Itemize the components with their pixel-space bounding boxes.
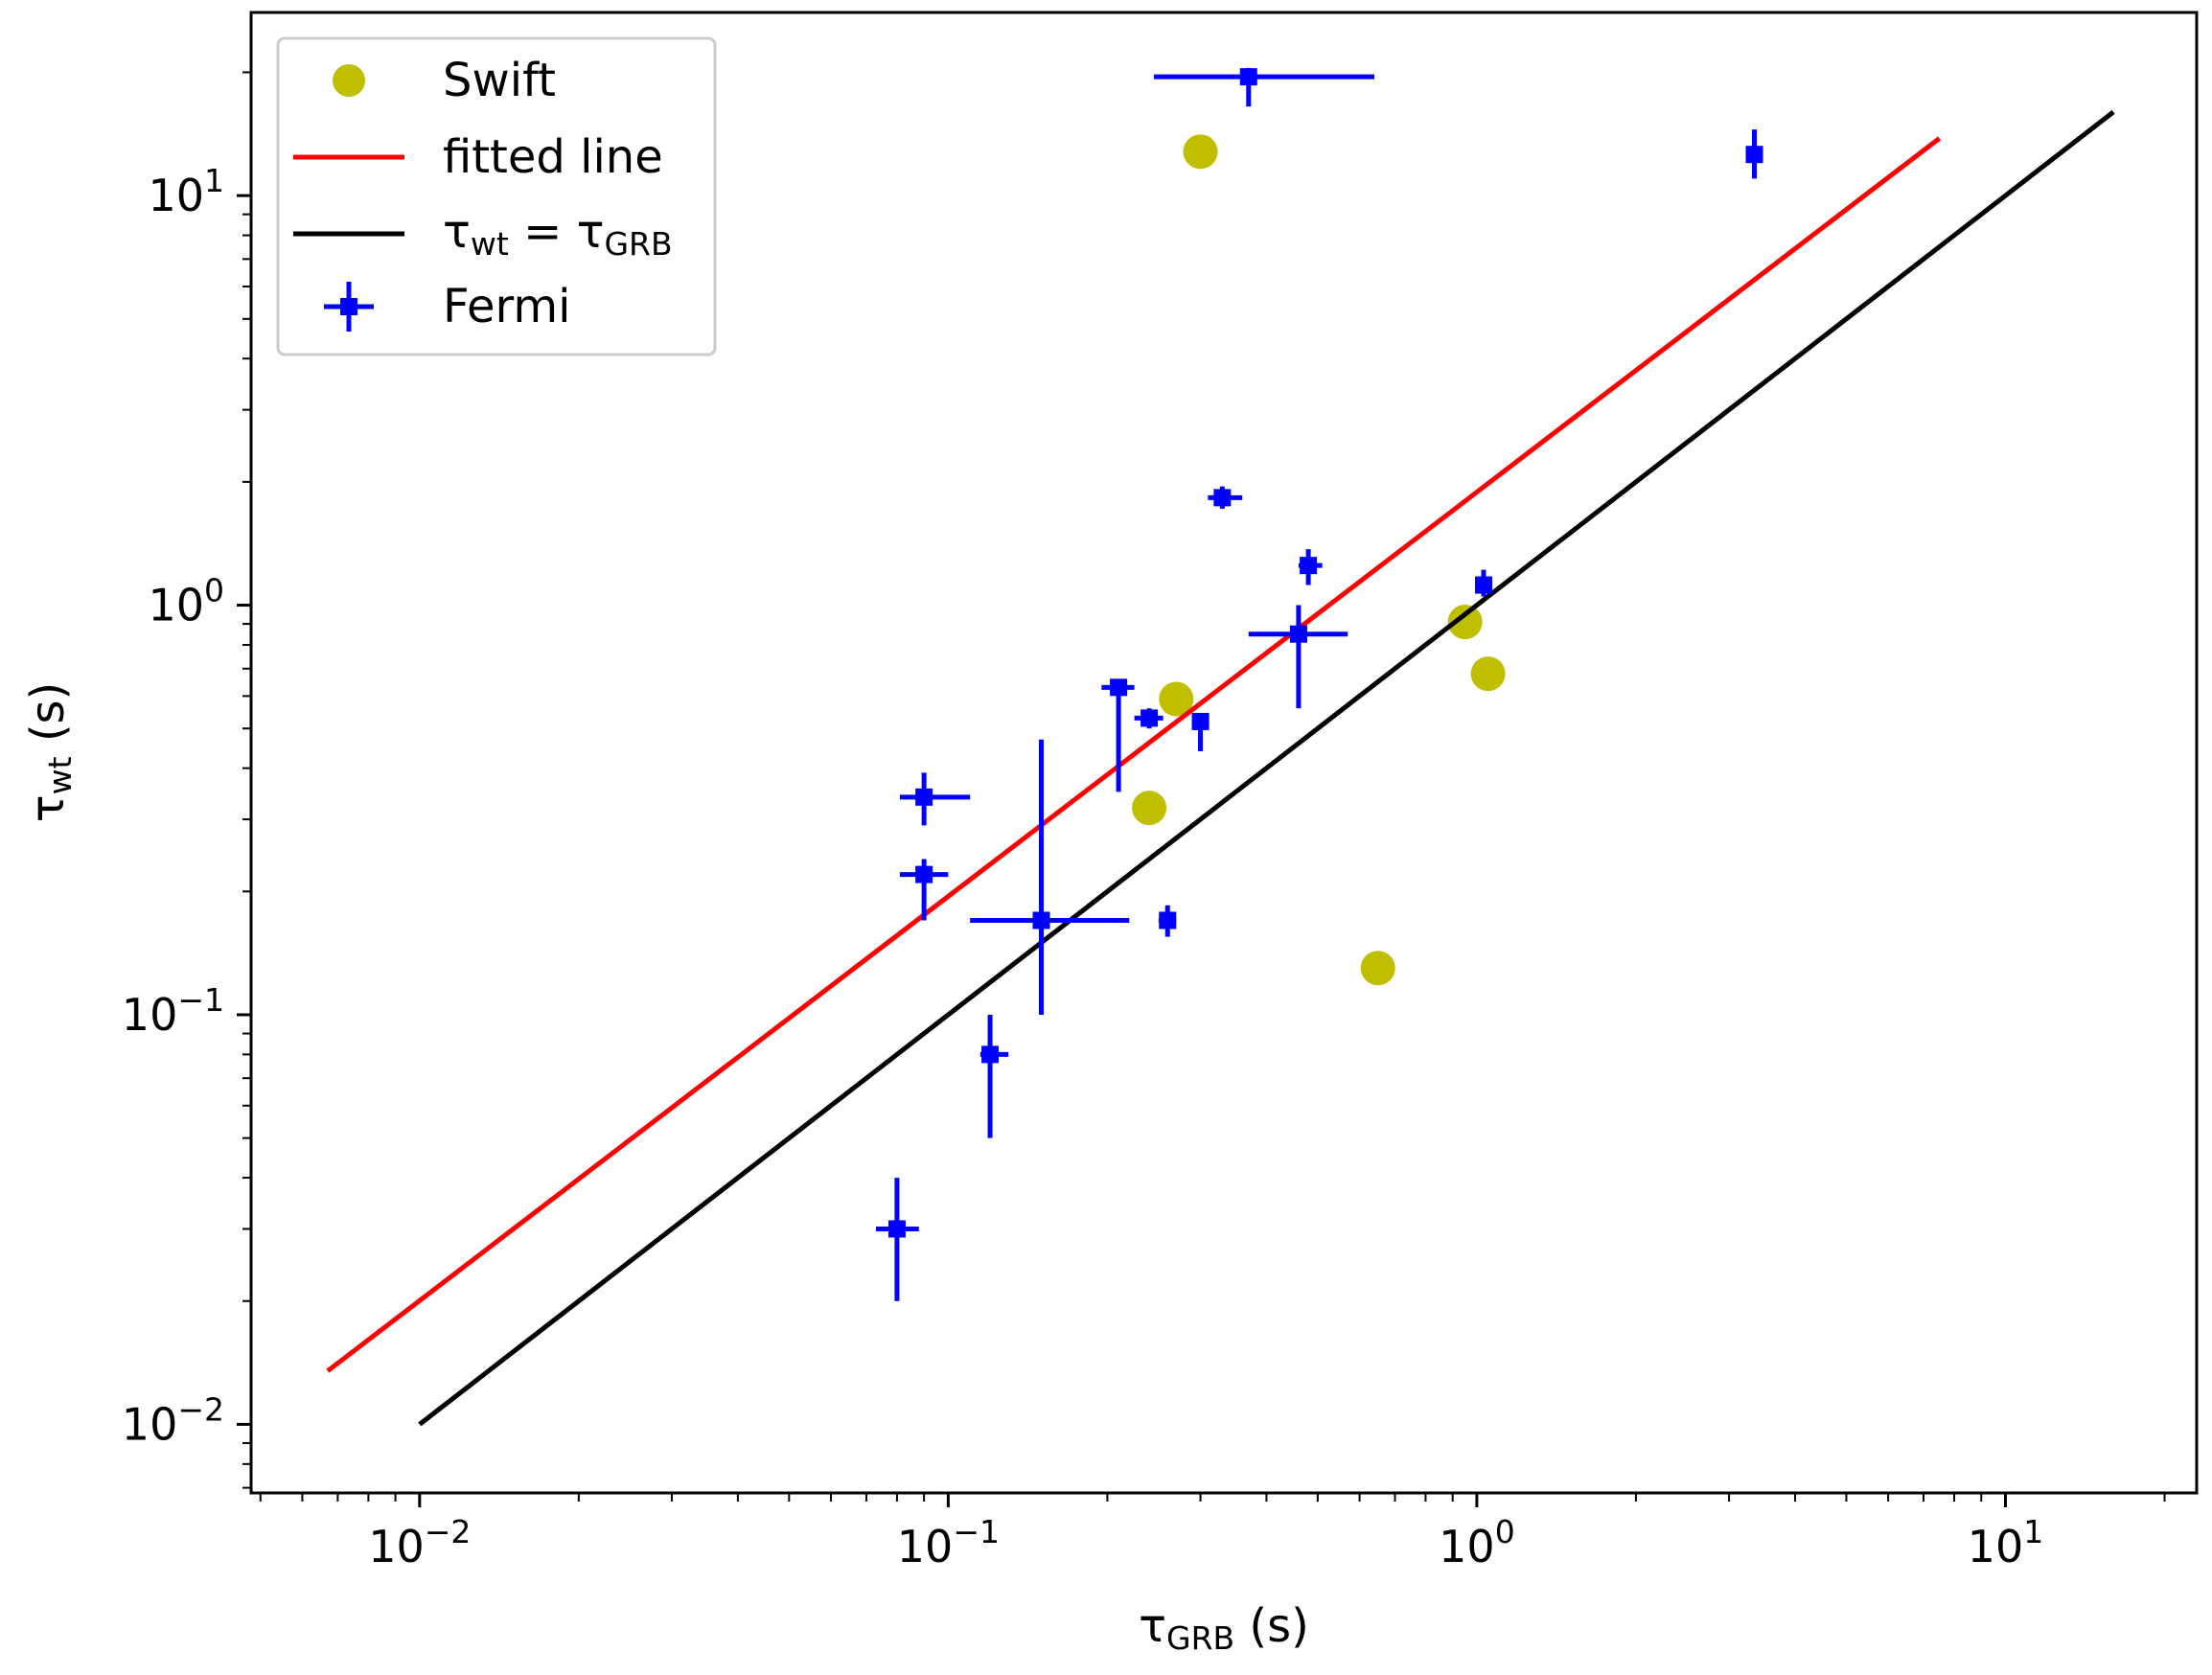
x-tick-label: 10−2 xyxy=(368,1513,471,1572)
fermi-marker xyxy=(1191,712,1210,730)
fermi-marker xyxy=(1745,146,1763,164)
fitted-series-line xyxy=(326,136,1942,1373)
fermi-marker xyxy=(1239,68,1257,86)
legend-item-fermi: Fermi xyxy=(324,280,571,333)
fermi-point xyxy=(1158,905,1177,937)
fermi-point xyxy=(1475,569,1493,597)
fermi-point xyxy=(979,1014,1009,1138)
fermi-marker xyxy=(1289,625,1307,643)
legend-item-swift: Swift xyxy=(333,54,556,107)
axes: 10−2 10−1 100 101 10−2 10−1 100 101 xyxy=(122,71,2166,1572)
legend: Swift fitted line τwt = τGRB Fermi xyxy=(276,36,717,356)
legend-identity-line-label: τwt = τGRB xyxy=(443,205,673,263)
fermi-marker xyxy=(1213,489,1232,507)
plot-frame xyxy=(249,11,2199,1495)
x-axis-label: τGRB (s) xyxy=(1139,1599,1309,1657)
fermi-point xyxy=(1248,605,1348,709)
fermi-marker xyxy=(981,1045,1000,1064)
fermi-marker xyxy=(915,788,933,806)
fermi-marker xyxy=(1159,911,1177,929)
swift-point xyxy=(1159,681,1194,717)
y-tick-label: 100 xyxy=(148,572,224,631)
fermi-point xyxy=(970,739,1130,1015)
fermi-point xyxy=(1134,708,1164,729)
y-tick-label: 10−2 xyxy=(122,1390,224,1450)
fermi-marker xyxy=(915,865,933,883)
fermi-point xyxy=(1298,549,1323,585)
fermi-point xyxy=(899,772,971,826)
x-tick-label: 10−1 xyxy=(897,1513,1000,1572)
legend-fitted-line-label: fitted line xyxy=(443,130,663,184)
swift-point xyxy=(1447,605,1483,640)
legend-fermi-label: Fermi xyxy=(443,280,571,333)
x-tick-label: 100 xyxy=(1439,1513,1515,1572)
fermi-marker xyxy=(1141,709,1159,727)
plot-data xyxy=(326,67,2115,1427)
y-axis-label: τwt (s) xyxy=(21,682,79,823)
y-tick-label: 101 xyxy=(148,162,224,221)
fermi-point xyxy=(1101,678,1135,792)
legend-swift-marker xyxy=(333,64,365,97)
identity-series-line xyxy=(418,109,2115,1427)
swift-point xyxy=(1132,791,1167,826)
legend-item-identity-line: τwt = τGRB xyxy=(293,205,673,263)
fermi-point xyxy=(1745,129,1763,179)
y-tick-label: 10−1 xyxy=(122,981,224,1041)
swift-point xyxy=(1470,656,1506,692)
fermi-point xyxy=(875,1178,919,1301)
fermi-point xyxy=(1191,712,1210,751)
legend-box xyxy=(276,36,717,356)
fermi-point xyxy=(1208,486,1243,509)
x-tick-label: 101 xyxy=(1968,1513,2044,1572)
swift-point xyxy=(1183,134,1218,170)
fermi-marker xyxy=(1300,557,1318,575)
fermi-marker xyxy=(1032,911,1050,929)
legend-item-fitted-line: fitted line xyxy=(293,130,663,184)
fermi-marker xyxy=(1110,678,1128,697)
fermi-point xyxy=(1154,67,1375,107)
fermi-marker xyxy=(887,1220,906,1238)
legend-swift-label: Swift xyxy=(443,54,556,107)
fermi-marker xyxy=(1475,576,1493,594)
fermi-point xyxy=(899,859,949,921)
swift-point xyxy=(1360,951,1395,986)
legend-fermi-marker xyxy=(340,298,357,315)
